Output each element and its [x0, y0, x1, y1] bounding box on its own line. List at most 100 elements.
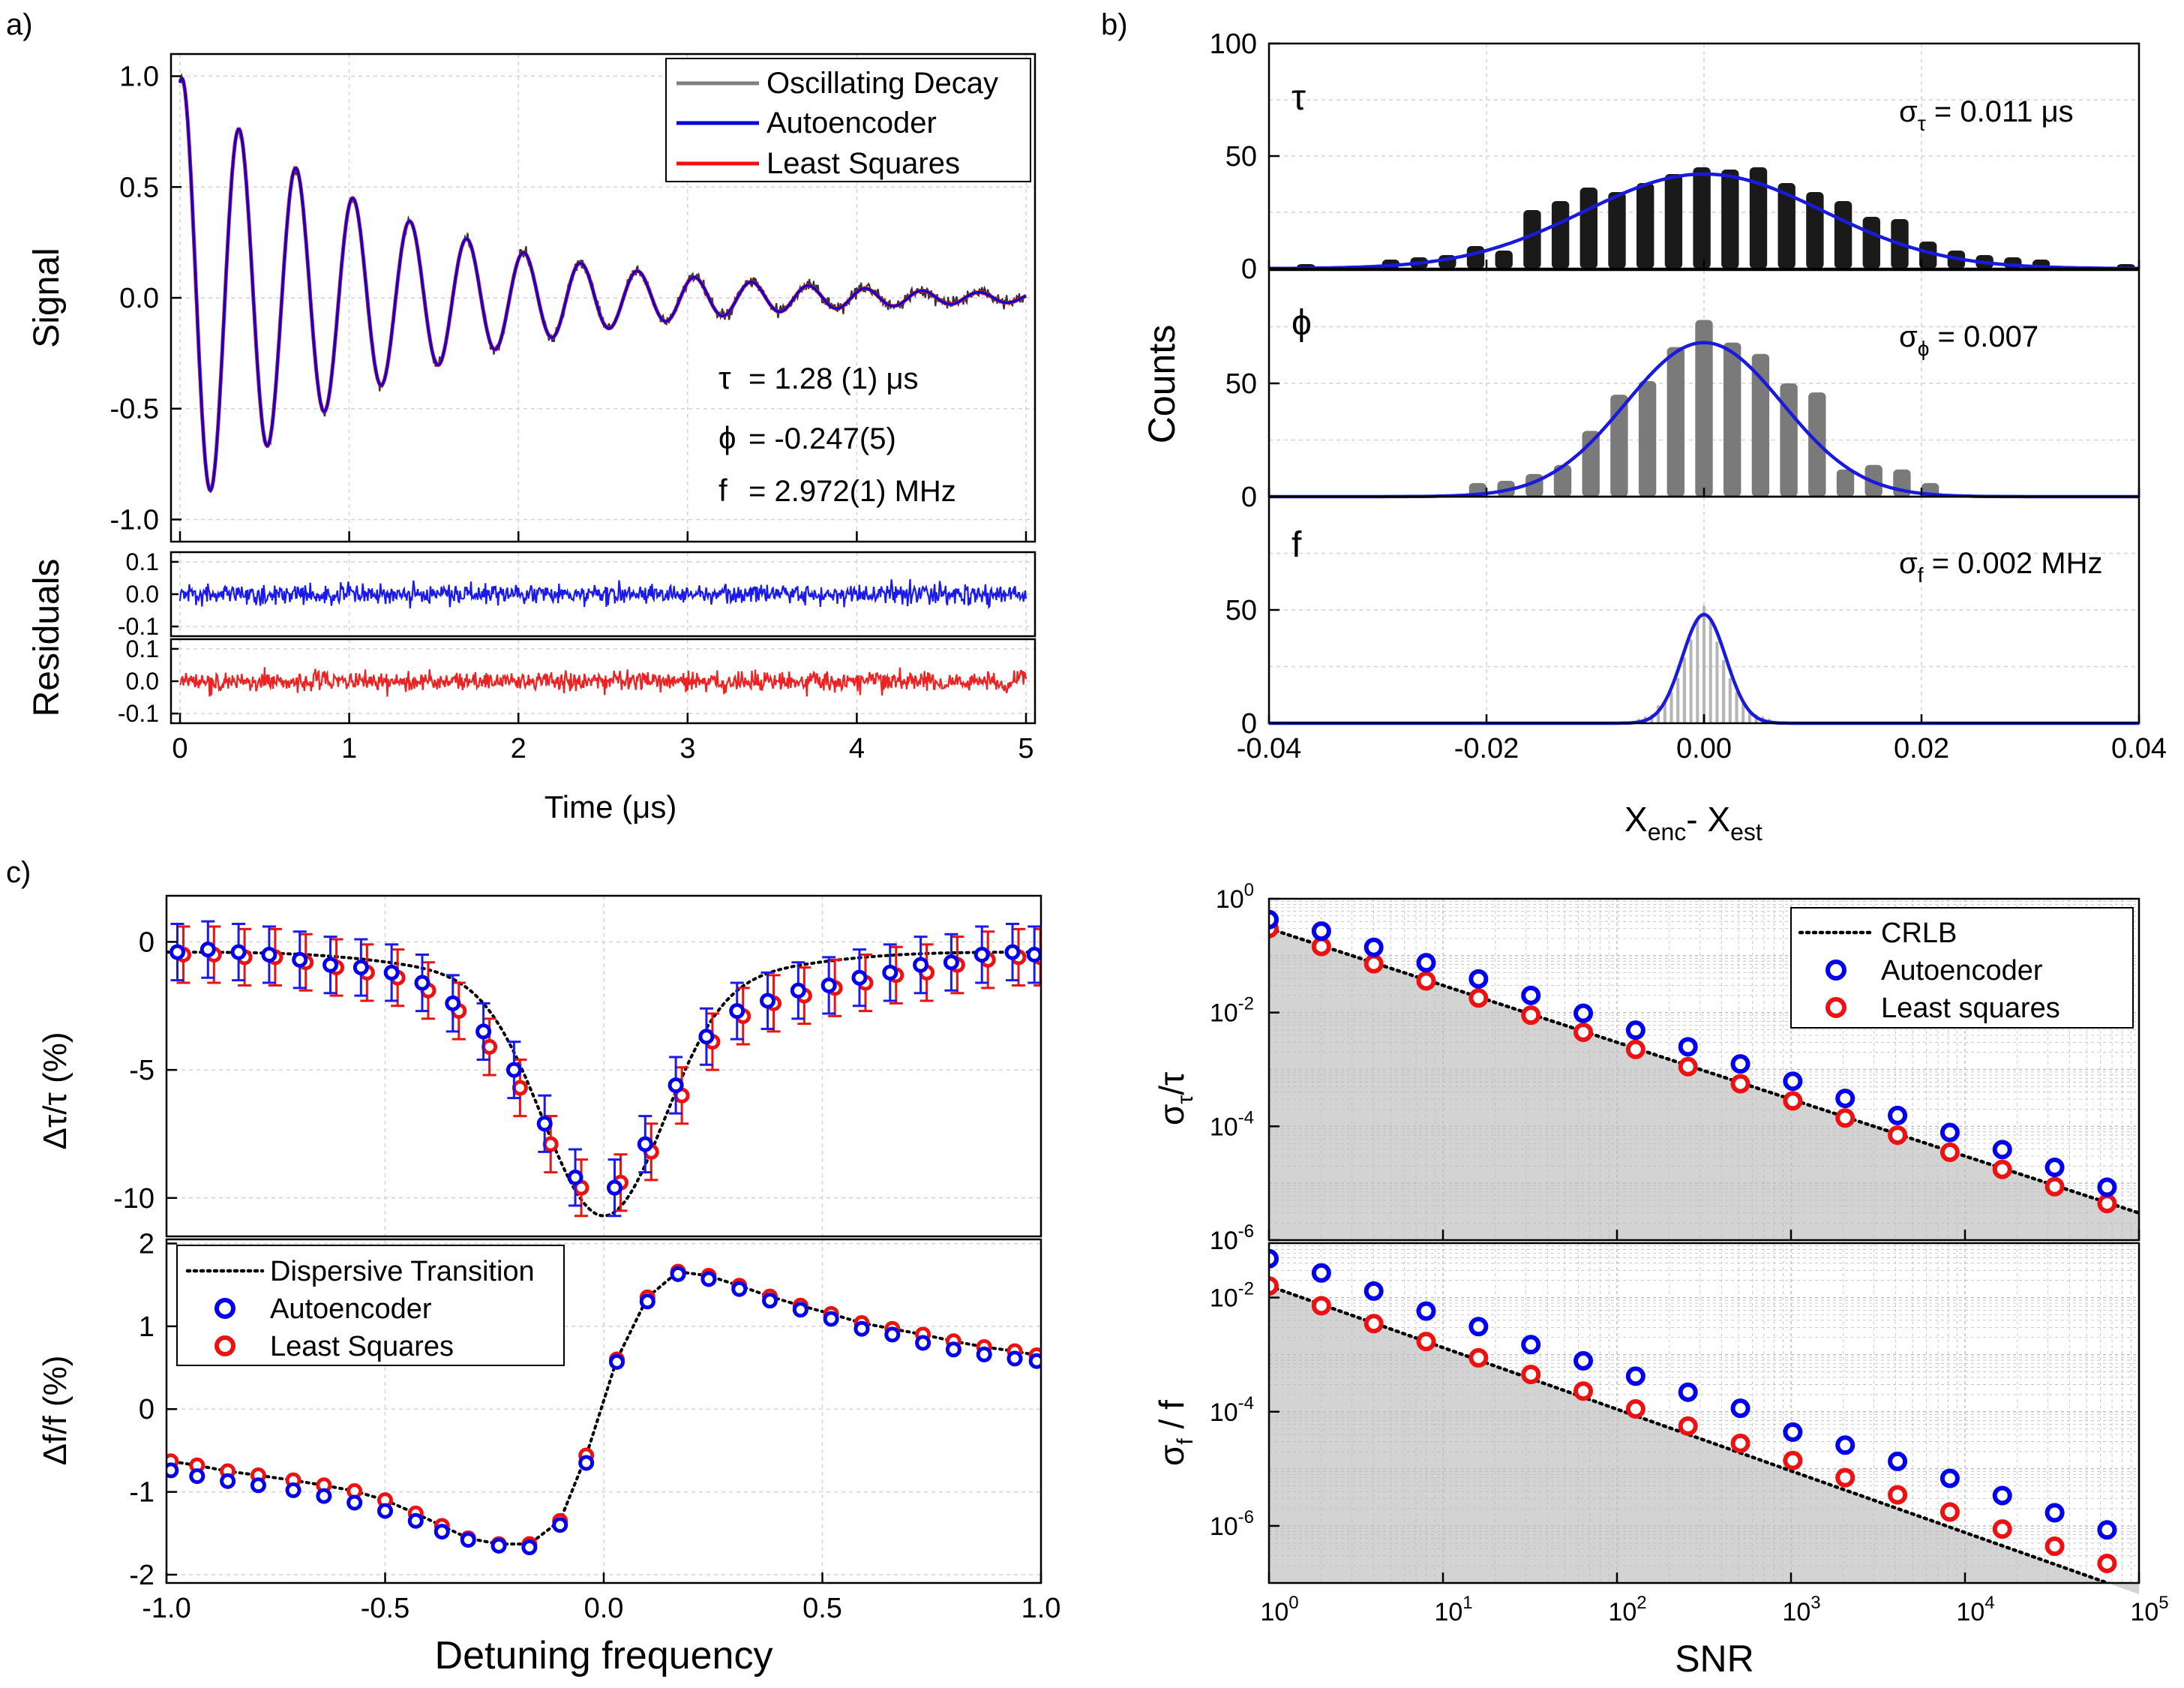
y-tick-label: -1.0: [110, 504, 159, 536]
y-tick-label: 10-6: [1210, 1221, 1254, 1255]
histogram-bar: [1778, 183, 1796, 269]
autoencoder-point: [639, 1293, 656, 1310]
least-squares-point: [1574, 1381, 1594, 1401]
b-sigma-f-symbol: σ: [1899, 547, 1918, 580]
autoencoder-point: [1783, 1071, 1803, 1092]
x-tick-label: -0.04: [1237, 733, 1302, 764]
d-legend-swatch-autoencoder: [1826, 960, 1846, 981]
autoencoder-point: [346, 1494, 363, 1511]
gaussian-fit-line: [1269, 172, 2139, 271]
c1-ylabel: Δτ/τ (%): [37, 1032, 74, 1149]
b-param-tau: τ: [1292, 78, 1306, 118]
autoencoder-point: [1574, 1003, 1594, 1023]
crlb-line: [1269, 1284, 2113, 1583]
least-squares-point: [2044, 1536, 2065, 1557]
y-tick-label-base: 10: [1210, 1284, 1238, 1313]
least-squares-residual-line: [178, 667, 1028, 697]
autoencoder-point: [976, 1346, 992, 1362]
res1-y-tick-label: 0.1: [126, 548, 159, 575]
d1-frame: [1268, 897, 2140, 1242]
a-legend: Oscillating Decay Autoencoder Least Squa…: [665, 58, 1031, 182]
d-legend-label-least-squares: Least squares: [1881, 993, 2060, 1024]
autoencoder-point: [608, 1353, 625, 1370]
y-tick-label-exp: -2: [1238, 994, 1254, 1014]
y-tick-label-base: 10: [1216, 885, 1244, 914]
b-sigma-f: σf = 0.002 MHz: [1899, 547, 2102, 587]
autoencoder-point: [1521, 1335, 1541, 1355]
c-xlabel: Detuning frequency: [435, 1634, 773, 1677]
x-tick-label: 0.0: [584, 1593, 624, 1624]
d-legend: CRLB Autoencoder Least squares: [1790, 907, 2134, 1029]
least-squares-point: [1730, 1433, 1750, 1453]
autoencoder-point: [414, 975, 430, 991]
x-tick-label: 3: [680, 733, 695, 764]
dispersive-transition-line: [166, 1269, 1041, 1546]
autoencoder-point: [670, 1266, 686, 1282]
least-squares-point: [1730, 1074, 1750, 1094]
annotation-f: = 2.972(1) MHz: [748, 475, 956, 508]
histogram-bar: [1862, 217, 1880, 269]
x-tick-label: 0: [172, 733, 188, 764]
a-legend-box: [665, 58, 1031, 182]
autoencoder-residual-line: [178, 578, 1028, 610]
b-param-f: f: [1292, 525, 1302, 565]
y-tick-label: 0.0: [119, 283, 159, 314]
autoencoder-point: [606, 1179, 622, 1196]
d-legend-box: [1790, 907, 2134, 1029]
d-xlabel: SNR: [1675, 1638, 1754, 1680]
autoencoder-point: [1269, 1248, 1279, 1269]
autoencoder-point: [943, 954, 959, 971]
c1-grid: [166, 896, 1042, 1236]
autoencoder-point: [1521, 985, 1541, 1005]
least-squares-point: [1416, 1332, 1436, 1352]
x-tick-label: 101: [1434, 1593, 1472, 1626]
a-annotations: τ = 1.28 (1) μs ϕ = -0.247(5) f = 2.972(…: [718, 360, 956, 508]
least-squares-point: [1468, 1347, 1489, 1368]
b-sigma-tau: στ = 0.011 μs: [1899, 95, 2074, 135]
x-tick-label: 104: [1956, 1593, 1994, 1626]
y-tick-label: 10-2: [1210, 994, 1254, 1028]
x-tick-label: 0.04: [2111, 733, 2167, 764]
autoencoder-point: [1940, 1122, 1960, 1143]
a-legend-label-least-squares: Least Squares: [766, 147, 960, 180]
autoencoder-point: [1940, 1468, 1960, 1488]
autoencoder-point: [884, 1326, 901, 1343]
annotation-tau-symbol: τ: [718, 360, 731, 395]
x-tick-label-base: 10: [1434, 1598, 1462, 1626]
x-tick-label: 4: [849, 733, 865, 764]
autoencoder-point: [851, 969, 868, 986]
least-squares-point: [2044, 1176, 2065, 1197]
x-tick-label-base: 10: [1782, 1598, 1810, 1626]
histogram-bar: [1806, 192, 1824, 269]
c-legend-label-dispersive: Dispersive Transition: [270, 1256, 535, 1287]
autoencoder-point: [1783, 1422, 1803, 1442]
y-tick-label-exp: -6: [1238, 1507, 1254, 1527]
c2-y-tick-label: 1: [139, 1311, 154, 1343]
x-tick-label-base: 10: [1260, 1598, 1288, 1626]
a-res2-grid: [171, 639, 1035, 723]
autoencoder-point: [823, 1311, 839, 1327]
least-squares-point: [512, 1080, 528, 1096]
least-squares-point: [482, 1038, 498, 1055]
b-xlabel-x1: X: [1624, 800, 1648, 839]
annotation-f-symbol: f: [718, 473, 728, 508]
autoencoder-point: [1574, 1350, 1594, 1371]
c2-y-tick-label: 0: [139, 1394, 154, 1425]
autoencoder-point: [316, 1488, 332, 1504]
autoencoder-point: [1992, 1485, 2012, 1506]
autoencoder-point: [434, 1524, 450, 1540]
panel-label-c: c): [6, 856, 31, 889]
autoencoder-point: [285, 1482, 302, 1498]
y-tick-label: 10-6: [1210, 1221, 1254, 1255]
y-tick-label: 0: [1241, 254, 1257, 285]
x-tick-label: -1.0: [142, 1593, 190, 1624]
histogram-bar: [1666, 347, 1684, 497]
a-res-ylabel: Residuals: [27, 559, 67, 717]
d1-ylabel-rest: /τ: [1152, 1072, 1191, 1095]
y-tick-label-base: 10: [1210, 999, 1238, 1028]
autoencoder-point: [407, 1512, 424, 1529]
histogram-bar: [1580, 188, 1598, 269]
d1-ylabel: στ/τ: [1152, 1072, 1198, 1125]
autoencoder-point: [1269, 909, 1279, 930]
